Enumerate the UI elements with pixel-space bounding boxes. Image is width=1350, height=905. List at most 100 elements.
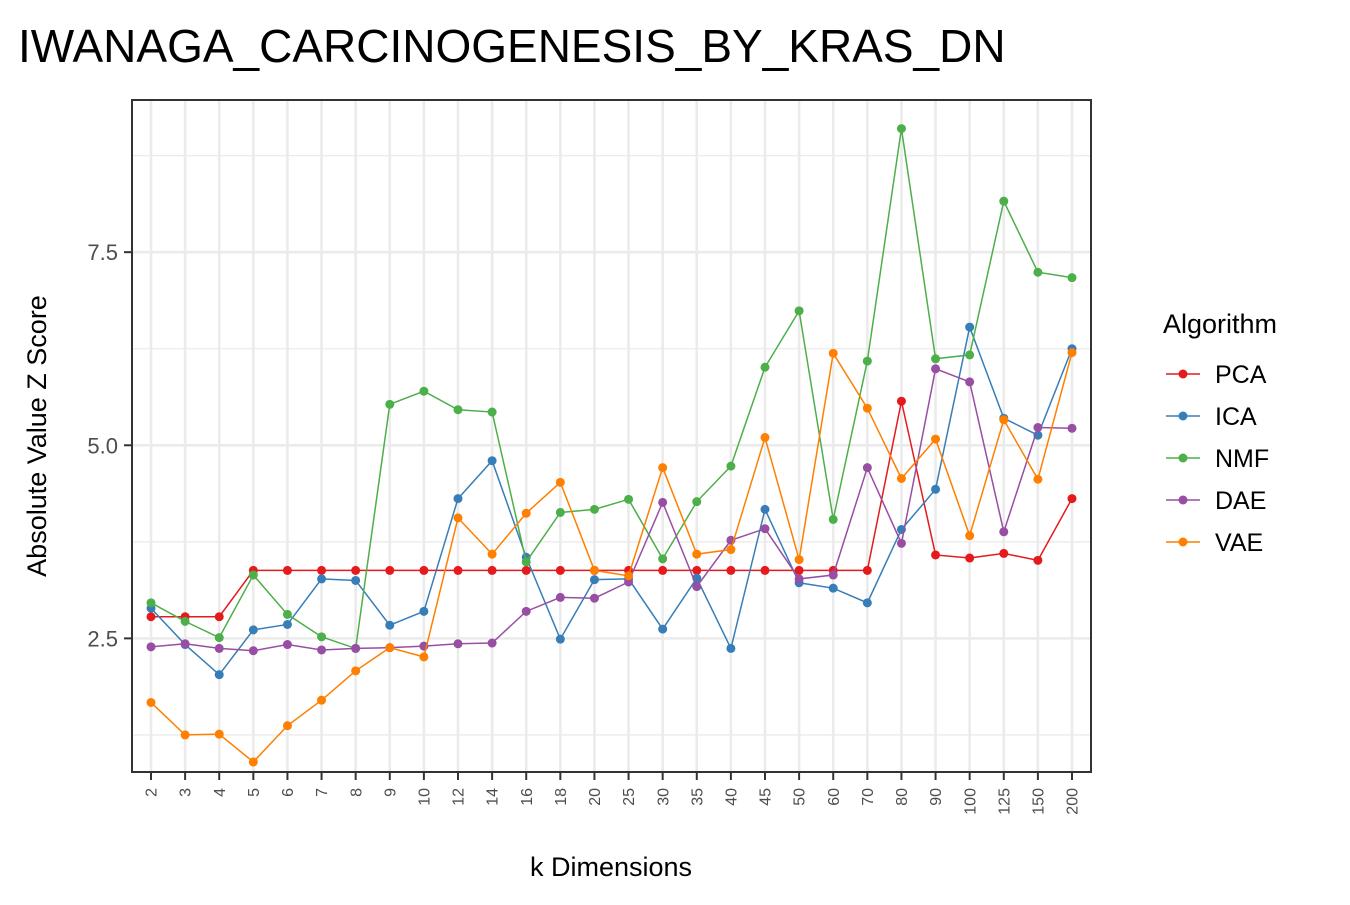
data-point-dae [180,639,190,649]
data-point-nmf [692,497,702,507]
x-tick-label: 3 [178,788,195,797]
data-point-ica [317,574,327,584]
x-tick-label: 45 [758,788,775,806]
data-point-dae [453,639,463,649]
x-tick-label: 16 [519,788,536,806]
data-point-nmf [726,461,736,471]
legend-key-point [1178,411,1188,421]
data-point-nmf [999,196,1009,206]
data-point-dae [555,592,565,602]
data-point-pca [896,396,906,406]
data-point-dae [760,524,770,534]
data-point-nmf [896,124,906,134]
data-point-vae [760,433,770,443]
legend-key-point [1178,369,1188,379]
legend: Algorithm PCA ICA NMF DAE VAE [1163,309,1277,557]
data-point-vae [965,531,975,541]
data-point-pca [282,565,292,575]
plot-panel-border [131,99,1092,773]
data-point-ica [589,575,599,585]
x-tick-label: 100 [962,788,979,815]
data-point-ica [760,504,770,514]
data-point-ica [248,625,258,635]
data-point-pca [453,565,463,575]
x-tick-label: 10 [416,788,433,806]
data-point-nmf [453,405,463,415]
data-point-dae [828,570,838,580]
data-point-ica [862,598,872,608]
data-point-pca [487,565,497,575]
x-tick-label: 12 [451,788,468,806]
data-point-vae [726,545,736,555]
data-point-pca [214,612,224,622]
legend-label: ICA [1215,403,1257,431]
legend-item-dae: DAE [1166,487,1266,515]
data-point-pca [862,565,872,575]
data-point-nmf [317,632,327,642]
data-point-ica [931,484,941,494]
legend-label: VAE [1215,529,1263,557]
legend-item-ica: ICA [1166,403,1257,431]
data-point-nmf [658,554,668,564]
series-vae [146,348,1077,767]
data-point-dae [589,593,599,603]
data-point-pca [555,565,565,575]
data-point-nmf [146,598,156,608]
y-tick-label: 7.5 [87,240,118,265]
data-point-pca [385,565,395,575]
data-point-dae [214,643,224,653]
y-axis-title: Absolute Value Z Score [22,295,52,577]
x-tick-label: 150 [1030,788,1047,815]
data-point-dae [896,538,906,548]
data-point-vae [453,513,463,523]
x-tick-label: 80 [894,788,911,806]
data-point-pca [760,565,770,575]
data-point-ica [828,583,838,593]
x-tick-label: 25 [621,788,638,806]
data-point-pca [419,565,429,575]
data-point-vae [521,508,531,518]
data-point-dae [521,606,531,616]
series-nmf [146,124,1077,653]
data-point-dae [931,364,941,374]
data-point-ica [555,634,565,644]
data-point-vae [999,415,1009,425]
data-point-dae [487,638,497,648]
data-point-ica [487,456,497,466]
legend-title: Algorithm [1163,309,1277,339]
data-point-nmf [1033,267,1043,277]
data-point-pca [965,553,975,563]
data-point-pca [931,550,941,560]
data-point-nmf [248,570,258,580]
legend-label: PCA [1215,361,1267,389]
data-point-vae [862,403,872,413]
data-point-vae [555,477,565,487]
series-line-vae [150,351,1073,763]
x-tick-label: 40 [723,788,740,806]
x-tick-label: 5 [246,788,263,797]
data-point-ica [351,575,361,585]
x-tick-label: 200 [1065,788,1082,815]
major-gridlines [132,100,1091,772]
data-point-vae [317,695,327,705]
legend-key-point [1178,453,1188,463]
data-point-ica [419,606,429,616]
series-line-dae [150,367,1073,652]
legend-label: NMF [1215,445,1269,473]
legend-label: DAE [1215,487,1266,515]
data-point-nmf [760,362,770,372]
data-point-vae [351,666,361,676]
data-point-ica [385,620,395,630]
data-point-ica [214,670,224,680]
data-point-pca [726,565,736,575]
x-tick-label: 9 [382,788,399,797]
series-layer [146,124,1077,767]
data-point-dae [624,577,634,587]
y-tick-label: 2.5 [87,626,118,651]
x-tick-label: 18 [553,788,570,806]
legend-key-point [1178,495,1188,505]
data-point-nmf [862,356,872,366]
legend-item-nmf: NMF [1166,445,1269,473]
data-point-nmf [589,504,599,514]
x-axis-title: k Dimensions [530,852,692,882]
